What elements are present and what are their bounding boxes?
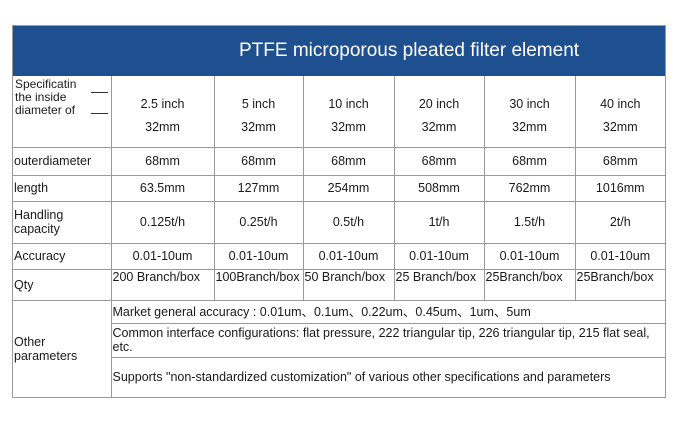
table-cell: 100Branch/box [213, 268, 304, 301]
table-row-handling-capacity: Handling capacity 0.125t/h 0.25t/h 0.5t/… [13, 200, 665, 244]
table-cell: 0.01-10um [483, 242, 576, 270]
spec-row: Specificatin the inside diameter of 2.5 … [13, 76, 665, 148]
spec-dash-top [91, 92, 108, 94]
table-cell: 68mm [574, 146, 665, 176]
spec-cell: 5 inch 32mm [213, 76, 304, 148]
spec-cell: 2.5 inch 32mm [110, 76, 215, 148]
param-line: Supports "non-standardized customization… [111, 356, 665, 397]
table-row-other-3: Supports "non-standardized customization… [13, 356, 665, 397]
table-cell: 0.25t/h [213, 200, 304, 244]
table-cell: 0.125t/h [110, 200, 215, 244]
table-cell: 68mm [302, 146, 395, 176]
row-label: Other parameters [13, 299, 112, 398]
spec-cell: 10 inch 32mm [302, 76, 395, 148]
table-cell: 0.01-10um [393, 242, 485, 270]
table-cell: 200 Branch/box [110, 268, 215, 301]
table-cell: 68mm [110, 146, 215, 176]
table-cell: 2t/h [574, 200, 665, 244]
table-cell: 68mm [393, 146, 485, 176]
table-cell: 254mm [302, 174, 395, 202]
spec-label: Specificatin the inside diameter of [15, 77, 77, 118]
spec-diameter: 32mm [421, 119, 457, 134]
table-cell: 127mm [213, 174, 304, 202]
table-cell: 25Branch/box [483, 268, 576, 301]
table-cell: 0.01-10um [213, 242, 304, 270]
row-label: Accuracy [13, 242, 112, 270]
table-cell: 68mm [213, 146, 304, 176]
table-cell: 25Branch/box [574, 268, 665, 301]
table-cell: 1.5t/h [483, 200, 576, 244]
table-row-outer-diameter: outerdiameter 68mm 68mm 68mm 68mm 68mm 6… [13, 146, 665, 176]
table-cell: 25 Branch/box [393, 268, 485, 301]
spec-cell: 30 inch 32mm [483, 76, 576, 148]
table-cell: 1t/h [393, 200, 485, 244]
table-cell: 508mm [393, 174, 485, 202]
param-line: Common interface configurations: flat pr… [111, 322, 665, 358]
table-cell: 1016mm [574, 174, 665, 202]
spec-diameter: 32mm [331, 119, 366, 134]
table-cell: 0.5t/h [302, 200, 395, 244]
table-cell: 50 Branch/box [302, 268, 395, 301]
table-row-other-1: Other parameters Market general accuracy… [13, 299, 665, 398]
spec-dash-bottom [91, 113, 108, 115]
row-label: outerdiameter [13, 146, 112, 176]
spec-label-cell: Specificatin the inside diameter of [13, 76, 112, 148]
table-row-accuracy: Accuracy 0.01-10um 0.01-10um 0.01-10um 0… [13, 242, 665, 270]
table-cell: 0.01-10um [110, 242, 215, 270]
spec-diameter: 32mm [145, 119, 180, 134]
spec-size: 40 inch [600, 96, 641, 111]
table-cell: 68mm [483, 146, 576, 176]
table-cell: 63.5mm [110, 174, 215, 202]
table-row-length: length 63.5mm 127mm 254mm 508mm 762mm 10… [13, 174, 665, 202]
table-cell: 0.01-10um [574, 242, 665, 270]
spec-size: 10 inch [328, 96, 369, 111]
spec-size: 20 inch [418, 96, 460, 111]
spec-diameter: 32mm [602, 119, 638, 134]
row-label: Qty [13, 268, 112, 301]
spec-table: Specificatin the inside diameter of 2.5 … [13, 76, 665, 398]
spec-diameter: 32mm [512, 119, 547, 134]
table-row-other-2: Common interface configurations: flat pr… [13, 322, 665, 358]
spec-size: 5 inch [241, 96, 276, 111]
spec-cell: 40 inch 32mm [574, 76, 665, 148]
spec-sheet: PTFE microporous pleated filter element … [12, 25, 666, 398]
table-title: PTFE microporous pleated filter element [13, 26, 665, 76]
param-line: Market general accuracy : 0.01um、0.1um、0… [110, 299, 665, 324]
table-cell: 762mm [483, 174, 576, 202]
table-row-qty: Qty 200 Branch/box 100Branch/box 50 Bran… [13, 268, 665, 301]
spec-size: 30 inch [509, 96, 550, 111]
spec-cell: 20 inch 32mm [393, 76, 485, 148]
spec-diameter: 32mm [241, 119, 276, 134]
table-cell: 0.01-10um [302, 242, 395, 270]
row-label: length [13, 174, 112, 202]
row-label: Handling capacity [13, 200, 112, 244]
spec-size: 2.5 inch [140, 96, 185, 111]
